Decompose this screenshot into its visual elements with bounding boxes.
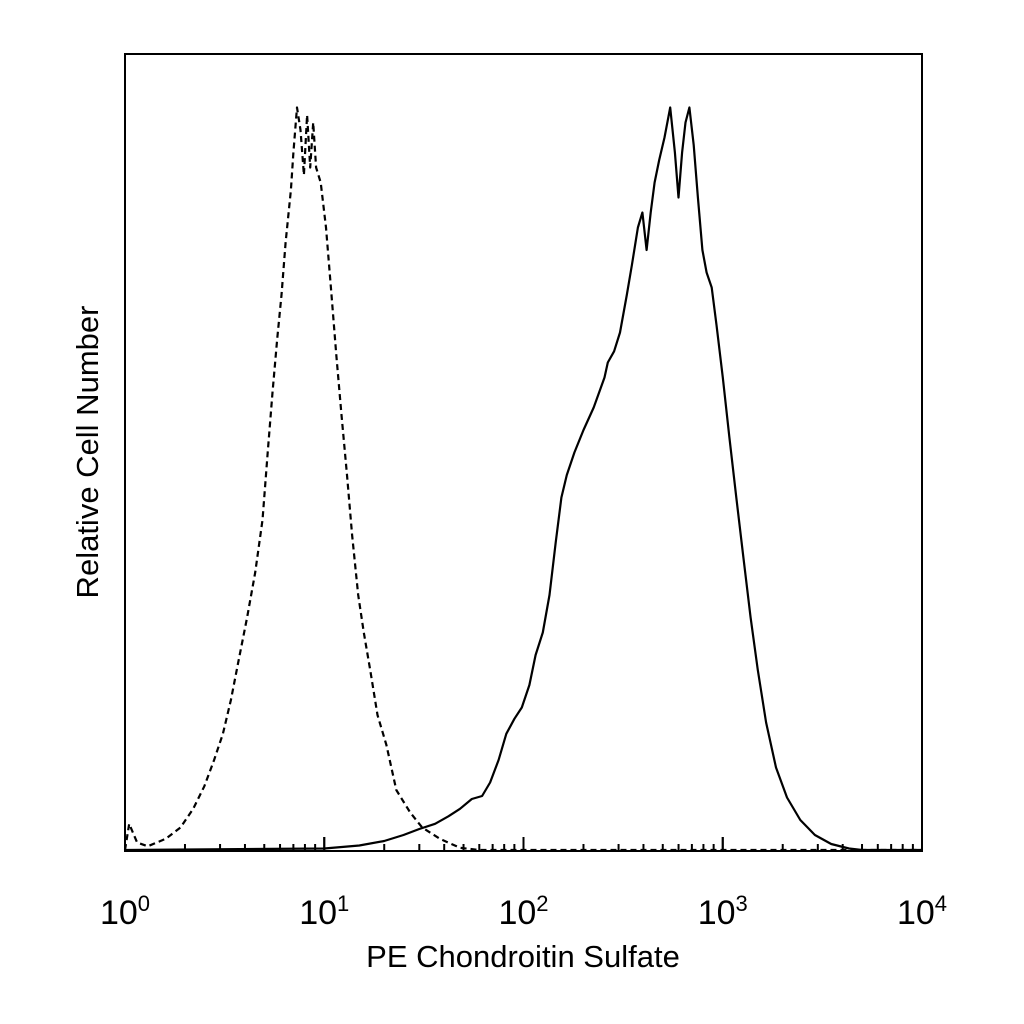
x-tick-label: 104: [897, 891, 947, 932]
plot-frame: [124, 53, 923, 852]
x-axis-tick-labels: 100 101 102 103 104: [100, 891, 947, 932]
x-tick-label: 102: [498, 891, 548, 932]
x-axis-title: PE Chondroitin Sulfate: [366, 939, 680, 974]
x-tick-label: 100: [100, 891, 150, 932]
dashed-histogram-line: [123, 106, 922, 852]
series-layer: [123, 106, 922, 852]
x-tick-label: 101: [299, 891, 349, 932]
x-tick-label: 103: [698, 891, 748, 932]
y-axis-title: Relative Cell Number: [70, 306, 105, 599]
solid-histogram-line: [124, 106, 922, 852]
